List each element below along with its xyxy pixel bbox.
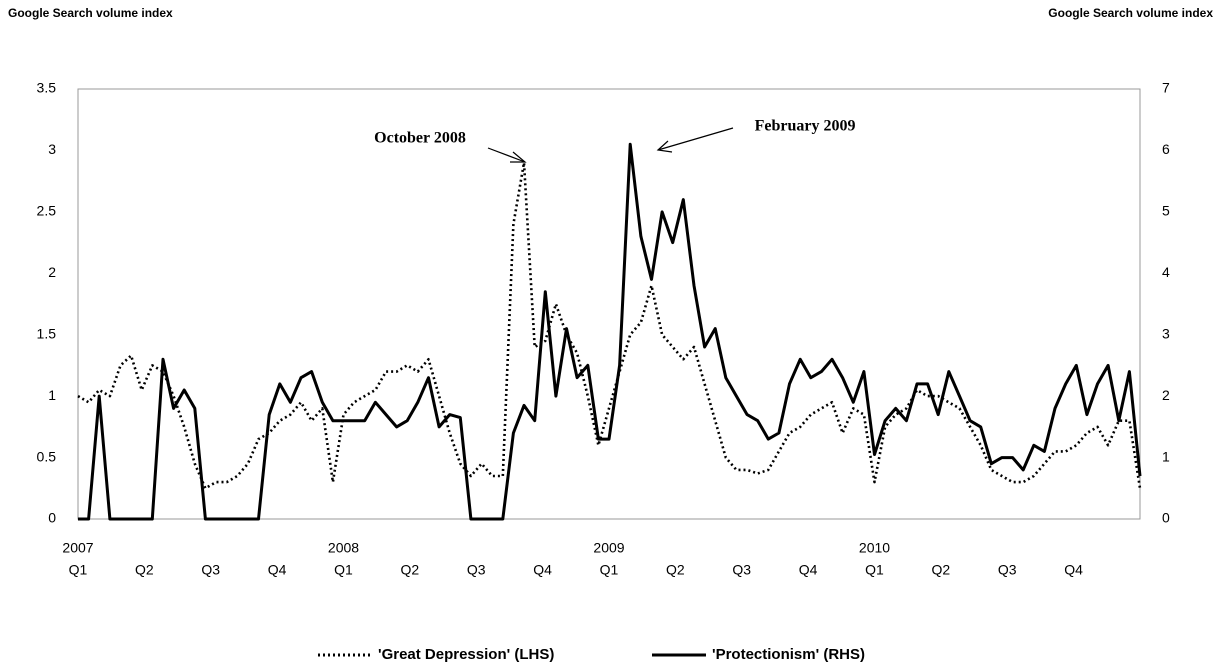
y-tick-label: 0.5: [37, 448, 57, 464]
x-tick-label: Q4: [533, 562, 552, 578]
year-label: 2008: [328, 540, 359, 556]
y2-tick-label: 2: [1162, 387, 1170, 403]
y-tick-label: 2.5: [37, 203, 57, 219]
plot-frame: [77, 88, 1141, 520]
x-tick-label: Q2: [401, 562, 420, 578]
x-tick-label: Q3: [201, 562, 220, 578]
y2-axis-title: Google Search volume index: [1048, 6, 1213, 20]
x-tick-label: Q3: [732, 562, 751, 578]
y2-tick-label: 3: [1162, 325, 1170, 341]
x-tick-label: Q2: [666, 562, 685, 578]
x-tick-label: Q4: [268, 562, 287, 578]
x-tick-label: Q1: [334, 562, 353, 578]
x-tick-label: Q2: [135, 562, 154, 578]
y-tick-label: 1: [48, 387, 56, 403]
y2-tick-label: 1: [1162, 448, 1170, 464]
annotation-arrows: [487, 127, 734, 163]
arrow-head: [656, 140, 673, 153]
x-tick-label: Q2: [932, 562, 951, 578]
y-tick-label: 3: [48, 141, 56, 157]
arrow: [657, 127, 734, 151]
annotation: October 2008: [374, 130, 466, 147]
legend-label: 'Great Depression' (LHS): [378, 646, 554, 663]
y2-tick-label: 0: [1162, 510, 1170, 526]
y2-tick-label: 5: [1162, 203, 1170, 219]
y-tick-label: 1.5: [37, 325, 57, 341]
y2-tick-label: 7: [1162, 80, 1170, 96]
year-label: 2007: [62, 540, 93, 556]
y-tick-label: 2: [48, 264, 56, 280]
series-line: [77, 161, 1142, 490]
x-tick-label: Q4: [799, 562, 818, 578]
x-tick-label: Q1: [69, 562, 88, 578]
y2-tick-label: 6: [1162, 141, 1170, 157]
year-label: 2009: [593, 540, 624, 556]
y2-tick-label: 4: [1162, 264, 1170, 280]
x-tick-label: Q4: [1064, 562, 1083, 578]
x-tick-label: Q3: [467, 562, 486, 578]
series-line: [78, 142, 1142, 521]
legend-label: 'Protectionism' (RHS): [712, 646, 865, 663]
arrow-head: [510, 151, 527, 163]
y-tick-label: 0: [48, 510, 56, 526]
arrow: [487, 147, 526, 163]
x-tick-label: Q3: [998, 562, 1017, 578]
x-tick-label: Q1: [865, 562, 884, 578]
x-tick-label: Q1: [600, 562, 619, 578]
year-label: 2010: [859, 540, 890, 556]
y-tick-label: 3.5: [37, 80, 57, 96]
y-axis-title-line: Google Search volume index: [8, 6, 173, 20]
annotation: February 2009: [755, 118, 856, 135]
